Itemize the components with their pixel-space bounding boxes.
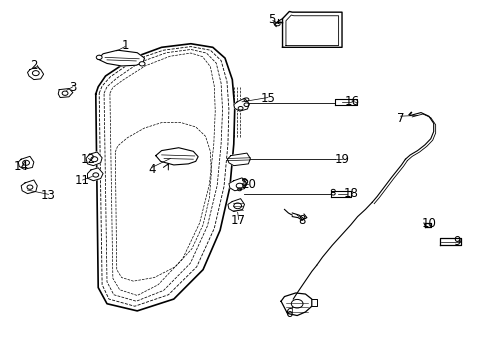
Polygon shape (58, 89, 73, 98)
Text: 19: 19 (334, 153, 349, 166)
Text: 9: 9 (452, 235, 459, 248)
Polygon shape (156, 148, 198, 165)
Polygon shape (86, 152, 102, 166)
Text: 5: 5 (267, 13, 274, 26)
Circle shape (96, 55, 102, 59)
Polygon shape (227, 153, 250, 166)
Text: 11: 11 (75, 174, 90, 187)
Text: 20: 20 (241, 178, 255, 191)
Text: 16: 16 (344, 95, 359, 108)
Text: 2: 2 (30, 59, 38, 72)
Text: 1: 1 (121, 39, 128, 52)
Polygon shape (21, 180, 37, 194)
Polygon shape (27, 67, 43, 80)
Text: 15: 15 (260, 92, 275, 105)
Text: 18: 18 (343, 187, 358, 200)
Polygon shape (281, 293, 311, 316)
Text: 17: 17 (231, 214, 245, 227)
Text: 3: 3 (69, 81, 77, 94)
Polygon shape (228, 178, 246, 191)
Text: 7: 7 (396, 112, 404, 125)
Text: 4: 4 (148, 163, 155, 176)
Text: 14: 14 (14, 160, 29, 173)
Polygon shape (227, 199, 244, 212)
Text: 8: 8 (298, 214, 305, 227)
Text: 10: 10 (421, 217, 435, 230)
Text: 13: 13 (41, 189, 56, 202)
Polygon shape (98, 50, 144, 66)
Circle shape (139, 62, 145, 66)
Text: 6: 6 (285, 307, 292, 320)
Text: 12: 12 (81, 153, 96, 166)
Polygon shape (18, 156, 34, 169)
Polygon shape (87, 168, 103, 181)
Polygon shape (233, 98, 249, 111)
